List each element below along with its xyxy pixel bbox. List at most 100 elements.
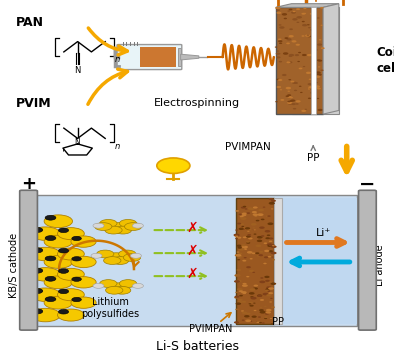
Circle shape: [277, 86, 281, 88]
Circle shape: [299, 68, 302, 69]
Circle shape: [108, 253, 125, 261]
Circle shape: [247, 231, 249, 232]
Circle shape: [251, 315, 257, 318]
Circle shape: [297, 61, 300, 62]
Circle shape: [105, 226, 122, 234]
Circle shape: [253, 227, 255, 228]
Circle shape: [271, 209, 273, 210]
Circle shape: [305, 109, 307, 110]
Circle shape: [268, 287, 274, 290]
Circle shape: [268, 222, 273, 225]
Bar: [274, 198, 282, 324]
Circle shape: [303, 66, 305, 67]
Circle shape: [243, 236, 247, 238]
Circle shape: [267, 243, 272, 246]
Circle shape: [247, 212, 250, 214]
Circle shape: [93, 283, 104, 288]
Circle shape: [255, 252, 259, 254]
Circle shape: [257, 295, 262, 297]
Circle shape: [246, 313, 251, 315]
Circle shape: [316, 73, 322, 76]
Circle shape: [45, 297, 56, 302]
Circle shape: [286, 42, 290, 44]
Circle shape: [104, 257, 121, 264]
Circle shape: [269, 240, 272, 242]
Circle shape: [246, 241, 250, 243]
Circle shape: [293, 11, 296, 12]
Circle shape: [296, 103, 299, 105]
Circle shape: [258, 254, 263, 256]
Circle shape: [100, 280, 117, 287]
Circle shape: [241, 206, 245, 209]
Bar: [311, 7, 316, 114]
Circle shape: [292, 82, 297, 84]
Circle shape: [287, 11, 290, 12]
Circle shape: [119, 219, 137, 227]
Circle shape: [317, 87, 321, 90]
Circle shape: [287, 101, 291, 102]
Circle shape: [268, 292, 273, 294]
Circle shape: [259, 309, 264, 311]
Circle shape: [112, 257, 129, 264]
Circle shape: [95, 223, 112, 230]
Circle shape: [271, 323, 273, 325]
Polygon shape: [292, 7, 339, 114]
Circle shape: [256, 220, 259, 221]
Circle shape: [234, 235, 239, 237]
Circle shape: [249, 320, 252, 322]
Text: Lithium
polysulfides: Lithium polysulfides: [81, 297, 139, 319]
Circle shape: [271, 245, 277, 248]
Text: n: n: [115, 142, 121, 150]
Circle shape: [236, 280, 242, 282]
Circle shape: [296, 22, 299, 23]
Circle shape: [294, 90, 297, 91]
Circle shape: [249, 302, 253, 303]
Circle shape: [114, 226, 132, 234]
Circle shape: [275, 101, 278, 102]
Circle shape: [237, 301, 242, 303]
Circle shape: [45, 256, 56, 261]
Circle shape: [269, 198, 273, 200]
Text: Li anode: Li anode: [375, 245, 385, 286]
Circle shape: [252, 252, 256, 254]
Circle shape: [260, 277, 264, 279]
Circle shape: [318, 59, 322, 62]
Circle shape: [246, 276, 249, 278]
Circle shape: [312, 42, 314, 43]
Circle shape: [275, 46, 277, 48]
Circle shape: [242, 320, 245, 321]
Circle shape: [236, 236, 242, 239]
Circle shape: [242, 312, 247, 314]
Circle shape: [234, 280, 240, 283]
Circle shape: [284, 18, 287, 19]
Circle shape: [308, 83, 312, 85]
Circle shape: [258, 209, 264, 211]
Circle shape: [269, 244, 275, 246]
Circle shape: [316, 50, 318, 51]
Circle shape: [308, 27, 311, 28]
Circle shape: [157, 158, 190, 173]
Text: Electrospinning: Electrospinning: [154, 98, 240, 108]
Circle shape: [296, 44, 300, 46]
Circle shape: [303, 8, 307, 9]
Circle shape: [245, 320, 251, 322]
Circle shape: [256, 255, 261, 257]
Text: PVIMPAN: PVIMPAN: [225, 142, 271, 152]
Circle shape: [283, 52, 288, 55]
Circle shape: [308, 88, 312, 90]
Circle shape: [93, 223, 104, 228]
Circle shape: [243, 206, 246, 207]
Circle shape: [288, 55, 292, 57]
Circle shape: [308, 86, 314, 88]
Circle shape: [267, 234, 270, 236]
Circle shape: [296, 100, 301, 103]
Circle shape: [72, 257, 82, 261]
Circle shape: [267, 215, 271, 217]
Circle shape: [249, 292, 255, 295]
Circle shape: [246, 266, 251, 268]
Circle shape: [268, 281, 272, 283]
Circle shape: [252, 272, 255, 273]
Circle shape: [30, 308, 60, 322]
Circle shape: [247, 229, 251, 230]
Circle shape: [279, 61, 282, 62]
